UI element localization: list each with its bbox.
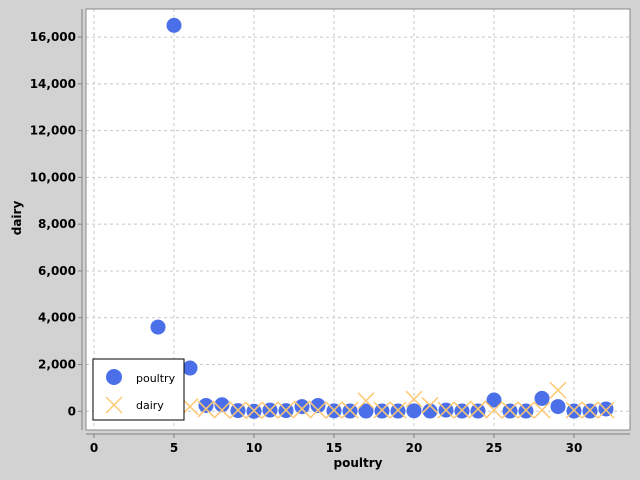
x-axis-ticks: 0 5 10 15 20 25 30 [90, 434, 583, 455]
data-point-dairy [549, 381, 567, 399]
data-point-poultry [310, 397, 326, 413]
data-point-dairy [181, 398, 199, 416]
x-tick-label: 5 [170, 441, 178, 455]
y-tick-label: 2,000 [38, 358, 76, 372]
data-point-poultry [406, 403, 422, 419]
x-tick-label: 15 [326, 441, 343, 455]
data-point-dairy [469, 400, 487, 418]
data-point-poultry [470, 403, 486, 419]
data-point-dairy-stroke [197, 400, 215, 418]
data-point-dairy-stroke [469, 400, 487, 418]
data-point-dairy [389, 401, 407, 419]
y-axis-label: dairy [10, 201, 24, 236]
data-point-poultry [422, 403, 438, 419]
data-point-dairy-stroke [421, 396, 439, 414]
legend-poultry-label: poultry [136, 372, 176, 385]
data-point-dairy-stroke [341, 401, 359, 419]
y-tick-label: 8,000 [38, 217, 76, 231]
data-point-dairy [565, 401, 583, 419]
grid-lines [86, 9, 630, 430]
legend-dairy-marker [105, 396, 123, 414]
data-point-dairy [245, 402, 263, 420]
y-tick-label: 10,000 [30, 170, 76, 184]
data-point-dairy-stroke [453, 401, 471, 419]
data-point-poultry [214, 397, 230, 413]
data-point-poultry [598, 401, 614, 417]
data-point-dairy-stroke [501, 401, 519, 419]
data-point-poultry [182, 360, 198, 376]
data-point-dairy [309, 401, 327, 419]
data-point-dairy-stroke [565, 401, 583, 419]
x-tick-label: 0 [90, 441, 98, 455]
x-tick-label: 20 [406, 441, 423, 455]
y-tick-label: 6,000 [38, 264, 76, 278]
data-point-poultry [294, 399, 310, 415]
legend-dairy-label: dairy [136, 399, 164, 412]
data-point-dairy [437, 401, 455, 419]
data-point-poultry [198, 397, 214, 413]
data-point-dairy-stroke [325, 401, 343, 419]
x-tick-label: 25 [486, 441, 503, 455]
legend: poultry dairy [92, 358, 185, 421]
data-point-dairy [453, 401, 471, 419]
legend-poultry-marker [106, 369, 122, 385]
data-point-dairy [213, 401, 231, 419]
y-tick-label: 14,000 [30, 77, 76, 91]
data-point-dairy [517, 401, 535, 419]
plot-border [85, 8, 631, 431]
data-point-dairy-stroke [245, 402, 263, 420]
data-point-dairy-stroke [293, 400, 311, 418]
data-point-dairy [501, 401, 519, 419]
data-point-dairy-stroke [581, 401, 599, 419]
series-dairy [181, 381, 615, 420]
data-point-dairy [261, 401, 279, 419]
data-point-dairy-stroke [389, 401, 407, 419]
data-point-dairy-stroke [213, 401, 231, 419]
data-point-dairy-stroke [597, 401, 615, 419]
data-point-dairy-stroke [373, 401, 391, 419]
axes [81, 8, 631, 435]
data-point-dairy [485, 401, 503, 419]
data-point-dairy-stroke [549, 381, 567, 399]
y-tick-label: 12,000 [30, 124, 76, 138]
data-point-dairy-stroke [517, 401, 535, 419]
data-point-dairy-stroke [485, 401, 503, 419]
data-point-dairy [581, 401, 599, 419]
data-point-poultry [150, 319, 166, 335]
data-point-dairy [293, 400, 311, 418]
data-point-dairy-stroke [229, 401, 247, 419]
y-tick-label: 16,000 [30, 30, 76, 44]
data-point-dairy [325, 401, 343, 419]
data-point-dairy [229, 401, 247, 419]
data-point-dairy-stroke [405, 390, 423, 408]
data-point-dairy [421, 396, 439, 414]
x-tick-label: 30 [566, 441, 583, 455]
data-point-poultry [358, 403, 374, 419]
data-point-dairy-stroke [181, 398, 199, 416]
data-point-dairy-stroke [357, 392, 375, 410]
data-point-dairy [197, 400, 215, 418]
data-point-poultry [550, 399, 566, 415]
y-tick-label: 4,000 [38, 311, 76, 325]
y-tick-label: 0 [68, 404, 76, 418]
data-point-dairy [341, 401, 359, 419]
data-point-dairy [597, 401, 615, 419]
data-point-dairy-stroke [277, 401, 295, 419]
data-point-dairy-stroke [533, 401, 551, 419]
x-tick-label: 10 [246, 441, 263, 455]
data-point-dairy [405, 390, 423, 408]
data-point-dairy-stroke [309, 401, 327, 419]
data-point-poultry [486, 392, 502, 408]
data-point-dairy [533, 401, 551, 419]
y-axis-ticks: 0 2,000 4,000 6,000 8,000 10,000 12,000 14,000 1… [30, 30, 82, 418]
data-point-poultry [534, 390, 550, 406]
data-point-poultry [166, 17, 182, 33]
data-point-dairy [357, 392, 375, 410]
data-point-dairy [373, 401, 391, 419]
data-point-dairy-stroke [437, 401, 455, 419]
data-point-dairy [277, 401, 295, 419]
x-axis-label: poultry [334, 456, 383, 470]
data-point-dairy-stroke [261, 401, 279, 419]
